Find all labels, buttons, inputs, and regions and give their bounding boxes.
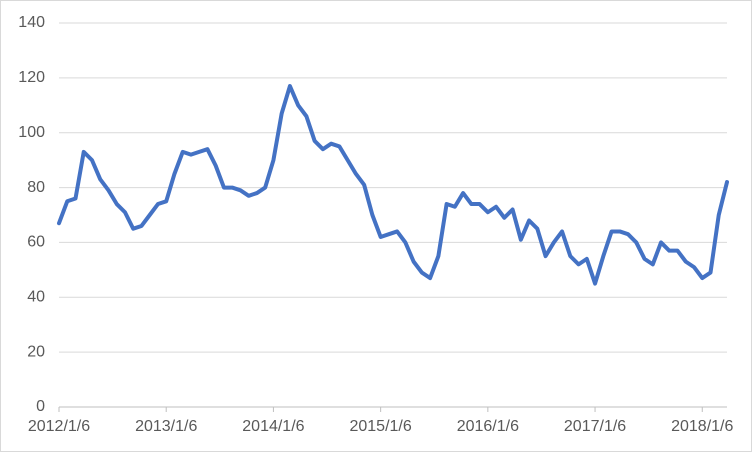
y-tick-label: 0 (36, 398, 45, 415)
x-tick-label: 2017/1/6 (564, 418, 626, 435)
x-tick-label: 2018/1/6 (671, 418, 733, 435)
y-tick-label: 140 (18, 14, 45, 31)
y-tick-label: 120 (18, 69, 45, 86)
x-tick-label: 2016/1/6 (457, 418, 519, 435)
x-tick-label: 2013/1/6 (135, 418, 197, 435)
x-tick-label: 2012/1/6 (28, 418, 90, 435)
y-tick-label: 80 (27, 179, 45, 196)
y-tick-label: 100 (18, 124, 45, 141)
x-tick-label: 2015/1/6 (349, 418, 411, 435)
y-tick-label: 20 (27, 343, 45, 360)
y-tick-label: 60 (27, 234, 45, 251)
data-line (57, 84, 729, 286)
y-tick-label: 40 (27, 289, 45, 306)
x-tick-label: 2014/1/6 (242, 418, 304, 435)
